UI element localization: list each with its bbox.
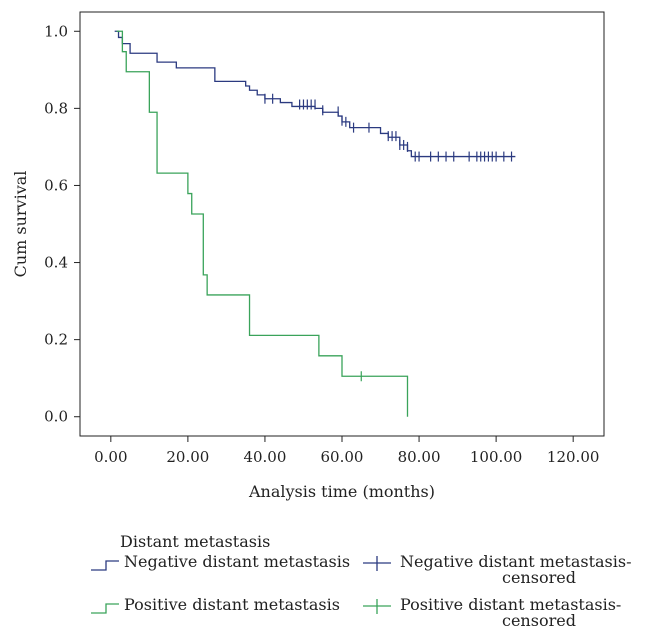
y-tick-label: 0.8 [44,99,68,117]
y-tick-label: 0.4 [44,254,68,272]
x-tick-label: 0.00 [94,448,127,466]
y-tick-label: 0.0 [44,408,68,426]
x-tick-label: 120.00 [547,448,600,466]
x-tick-label: 20.00 [166,448,209,466]
series-line-negative [114,30,516,158]
y-tick-label: 0.6 [44,176,68,194]
x-tick-label: 40.00 [243,448,286,466]
y-axis-title: Cum survival [11,171,30,278]
series-layer [114,30,516,417]
y-tick-label: 1.0 [44,22,68,40]
x-tick-label: 100.00 [470,448,523,466]
x-axis: 0.00 20.00 40.00 60.00 80.00 100.00 120.00 [94,436,599,466]
x-tick-label: 60.00 [321,448,364,466]
y-tick-label: 0.2 [44,331,68,349]
x-tick-label: 80.00 [398,448,441,466]
y-axis: 0.0 0.2 0.4 0.6 0.8 1.0 [44,22,80,426]
x-axis-title: Analysis time (months) [248,482,435,501]
series-line-positive [116,30,409,417]
